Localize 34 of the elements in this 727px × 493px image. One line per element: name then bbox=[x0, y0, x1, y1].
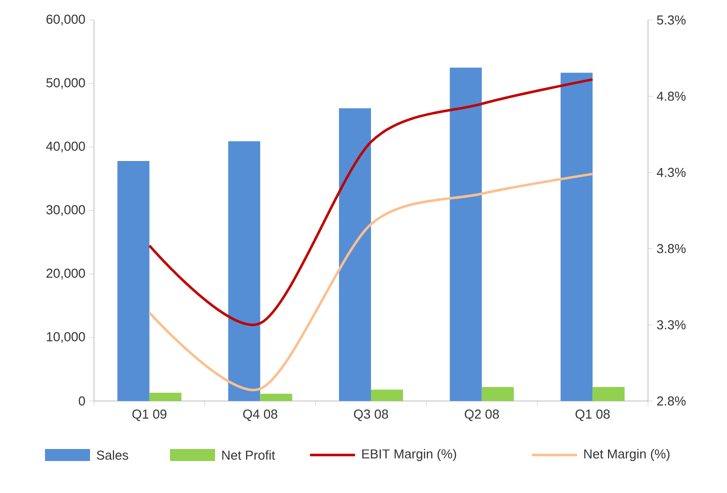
bar bbox=[560, 72, 593, 401]
bar bbox=[371, 390, 404, 401]
x-tick-label: Q1 09 bbox=[132, 410, 166, 422]
bar bbox=[339, 108, 372, 401]
bar bbox=[117, 160, 150, 401]
x-tick-label: Q4 08 bbox=[243, 410, 278, 422]
bar bbox=[592, 387, 625, 401]
y2-tick-label: 3.8% bbox=[657, 244, 686, 254]
y-tick-label: 60,000 bbox=[46, 14, 85, 26]
bar bbox=[260, 394, 292, 401]
bar bbox=[149, 392, 182, 401]
legend-label: Sales bbox=[96, 450, 128, 460]
y2-tick-label: 4.3% bbox=[656, 168, 686, 177]
x-tick-label: Q3 08 bbox=[354, 410, 388, 422]
y-tick-label: 0 bbox=[78, 396, 85, 406]
y-tick-label: 30,000 bbox=[46, 205, 85, 216]
line-series bbox=[148, 78, 594, 326]
legend-label: EBIT Margin (%) bbox=[362, 448, 456, 462]
y2-tick-label: 4.8% bbox=[656, 92, 686, 101]
x-tick-label: Q2 08 bbox=[464, 410, 499, 422]
y2-tick-label: 2.8% bbox=[657, 396, 686, 406]
y-tick-label: 10,000 bbox=[46, 332, 85, 343]
bar bbox=[450, 68, 482, 401]
y-tick-label: 40,000 bbox=[46, 142, 85, 152]
y2-tick-label: 5.3% bbox=[657, 15, 686, 25]
legend-label: Net Profit bbox=[222, 450, 276, 460]
bar bbox=[482, 387, 514, 401]
x-tick-label: Q1 08 bbox=[576, 410, 610, 422]
y-tick-label: 20,000 bbox=[46, 268, 85, 280]
y-tick-label: 50,000 bbox=[46, 78, 85, 89]
y2-tick-label: 3.3% bbox=[657, 320, 686, 330]
legend-label: Net Margin (%) bbox=[584, 448, 670, 462]
line-series bbox=[148, 172, 594, 391]
bar bbox=[228, 141, 260, 401]
